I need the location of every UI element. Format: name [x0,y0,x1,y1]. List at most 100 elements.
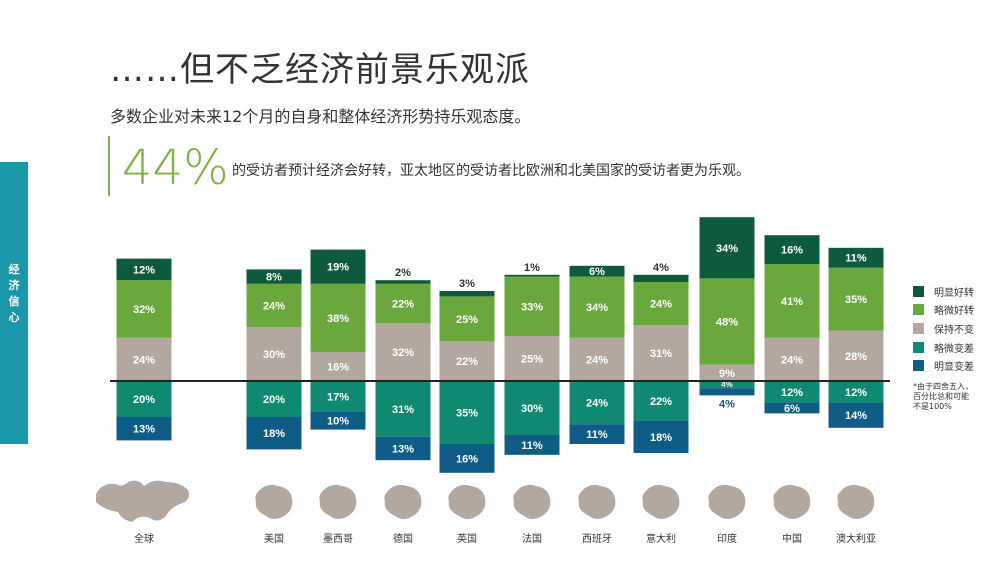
data-label: 24% [781,354,803,366]
bar-segment-same [375,323,431,381]
legend-swatch [913,341,924,353]
data-label: 28% [845,351,867,363]
italy-map-icon [642,484,680,519]
legend-label: 略微变差 [934,343,974,355]
category-label: 墨西哥 [323,533,353,545]
data-label: 25% [456,314,478,326]
data-label: 4% [653,262,669,274]
bar-segment-slightly-better [246,283,302,327]
germany-map-icon [384,484,422,519]
side-tab-char: 经 [8,263,20,276]
data-label: 16% [456,453,478,465]
bar-segment-much-better [699,217,755,279]
data-label: 17% [327,391,349,403]
bar-segment-slightly-worse [633,381,689,421]
bar-segment-slightly-worse [569,381,625,425]
side-tab-char: 信 [8,295,20,308]
bar-segment-much-worse [764,402,820,414]
data-label: 24% [586,354,608,366]
category-label: 全球 [134,532,154,545]
bar-segment-slightly-worse [439,381,495,444]
data-label: 24% [650,299,672,311]
bar-segment-slightly-better [633,282,689,326]
data-label: 18% [650,432,672,444]
page-subtitle: 多数企业对未来12个月的自身和整体经济形势持乐观态度。 [110,107,531,126]
bar-segment-much-better [764,235,820,264]
world-map-icon [96,480,189,522]
highlight-text: 的受访者预计经济会好转，亚太地区的受访者比欧洲和北美国家的受访者更为乐观。 [232,163,750,179]
china-map-icon [773,484,811,519]
data-label: 13% [392,444,414,456]
data-label: 11% [521,440,543,452]
bar-segment-much-worse [310,411,366,430]
legend-swatch [913,285,924,297]
legend-label: 保持不变 [934,324,974,336]
bar-segment-slightly-better [828,267,884,331]
highlight-divider [108,136,110,196]
data-label: 35% [456,408,478,420]
footnote-line: 不是100% [913,402,952,411]
data-label: 25% [521,354,543,366]
data-label: 41% [781,296,803,308]
category-label: 西班牙 [582,533,612,545]
data-label: 11% [586,429,608,441]
spain-map-icon [578,484,616,519]
legend-label: 明显变差 [934,362,974,374]
bar-segment-same [439,341,495,381]
legend-swatch [913,304,924,316]
bar-segment-much-worse [116,417,172,441]
category-label: 法国 [522,532,542,545]
data-label: 4% [721,380,733,389]
bar-segment-slightly-better [699,278,755,365]
data-label: 31% [650,348,672,360]
bar-segment-much-better [569,265,625,277]
india-map-icon [708,484,746,519]
bar-segment-slightly-worse [116,381,172,417]
usa-map-icon [255,484,293,519]
bar-segment-slightly-worse [310,381,366,412]
data-label: 35% [845,294,867,306]
bar-segment-same [828,330,884,381]
side-tab-char: 心 [8,311,20,324]
bar-segment-slightly-better [764,264,820,338]
data-label: 22% [456,356,478,368]
data-label: 19% [327,262,349,274]
category-label: 英国 [457,532,477,545]
data-label: 12% [845,387,867,399]
data-label: 16% [327,362,349,374]
data-label: 6% [589,266,605,278]
side-tab [0,162,28,444]
bar-segment-slightly-worse [764,381,820,403]
bar-segment-slightly-worse [375,381,431,437]
bar-segment-slightly-worse [504,381,560,435]
bar-segment-much-better [828,247,884,268]
data-label: 32% [392,347,414,359]
bar-segment-much-worse [375,436,431,461]
bar-segment-much-worse [504,435,560,455]
legend-label: 略微好转 [934,306,974,318]
bar-segment-much-better [504,274,560,277]
data-label: 10% [327,416,349,428]
legend-item: 略微变差 [913,338,974,357]
data-label: 34% [586,302,608,314]
bar-segment-much-better [633,274,689,282]
data-label: 32% [133,304,155,316]
category-label: 澳大利亚 [836,532,876,545]
legend-item: 略微好转 [913,301,974,320]
bar-segment-slightly-better [504,276,560,336]
data-label: 3% [459,278,475,290]
bar-segment-same [569,337,625,381]
side-tab-label: 经 济 信 心 [0,262,28,326]
data-label: 6% [784,403,800,415]
bar-segment-much-worse [633,420,689,453]
category-label: 印度 [717,532,737,545]
chart-legend: 明显好转 略微好转 保持不变 略微变差 明显变差 [913,282,974,375]
legend-label: 明显好转 [934,287,974,299]
data-label: 24% [133,354,155,366]
bar-segment-much-better [116,258,172,281]
highlight-value: 44% [122,140,229,196]
data-label: 9% [719,368,735,380]
bar-segment-much-better [375,280,431,284]
bar-segment-same [246,327,302,381]
